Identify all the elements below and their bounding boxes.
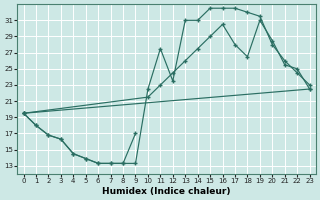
X-axis label: Humidex (Indice chaleur): Humidex (Indice chaleur) — [102, 187, 231, 196]
